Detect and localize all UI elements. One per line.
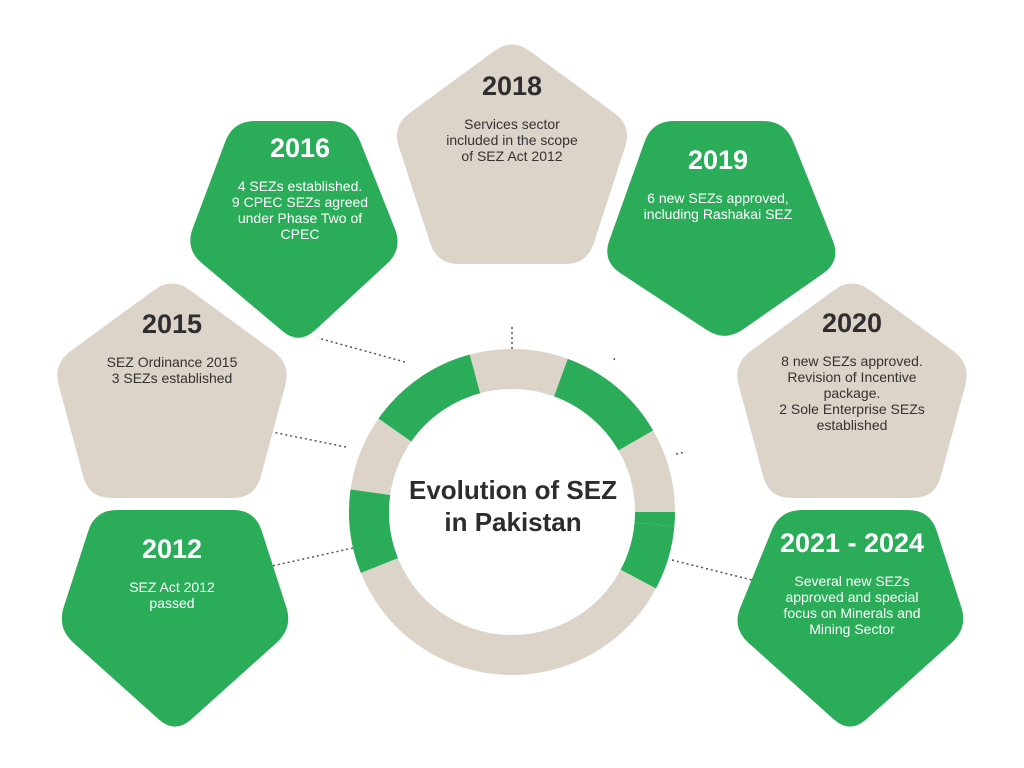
ring-segment — [618, 430, 675, 512]
ring-segment — [620, 522, 675, 589]
milestone-pentagon — [57, 283, 287, 498]
milestone-2018-text: 2018 Services sector included in the sco… — [412, 70, 612, 164]
connector-line — [613, 356, 616, 361]
milestone-2016-text: 2016 4 SEZs established. 9 CPEC SEZs agr… — [200, 132, 400, 242]
milestone-description: 8 new SEZs approved. Revision of Incenti… — [779, 353, 925, 433]
connector-line — [271, 431, 347, 448]
milestone-description: 6 new SEZs approved, including Rashakai … — [643, 190, 793, 222]
connector-line — [671, 559, 753, 581]
milestone-2021-2024-text: 2021 - 2024 Several new SEZs approved an… — [752, 527, 952, 637]
milestone-pentagon — [607, 121, 836, 336]
connector-line — [271, 547, 354, 567]
milestone-description: SEZ Ordinance 2015 3 SEZs established — [106, 354, 238, 386]
milestone-pentagon — [61, 510, 289, 727]
milestone-year: 2015 — [141, 309, 203, 339]
ring-segment — [378, 354, 481, 442]
milestone-year: 2016 — [269, 133, 331, 163]
milestone-description: SEZ Act 2012 passed — [129, 579, 215, 611]
ring-segment — [418, 612, 594, 675]
milestone-pentagon — [737, 510, 964, 727]
ring-segment — [360, 558, 442, 646]
milestone-year: 2019 — [687, 145, 749, 175]
milestone-2012-text: 2012 SEZ Act 2012 passed — [72, 533, 272, 611]
milestone-2015-text: 2015 SEZ Ordinance 2015 3 SEZs establish… — [72, 308, 272, 386]
center-title: Evolution of SEZ in Pakistan — [409, 475, 617, 537]
milestone-year: 2021 - 2024 — [779, 528, 925, 558]
milestone-pentagon — [396, 44, 628, 264]
ring-segment — [573, 569, 656, 654]
milestone-description: 4 SEZs established. 9 CPEC SEZs agreed u… — [231, 178, 369, 242]
milestone-2019-text: 2019 6 new SEZs approved, including Rash… — [618, 144, 818, 222]
milestone-description: Several new SEZs approved and special fo… — [783, 573, 921, 637]
connector-line — [675, 451, 687, 455]
milestone-description: Services sector included in the scope of… — [446, 116, 578, 164]
ring-segment — [634, 512, 675, 527]
ring-segment — [349, 489, 398, 574]
milestone-year: 2020 — [821, 308, 883, 338]
ring-segment — [350, 418, 412, 495]
connector-line — [317, 337, 406, 363]
milestone-year: 2012 — [141, 534, 203, 564]
ring-segment — [554, 358, 654, 451]
milestone-pentagon — [737, 283, 967, 498]
milestone-year: 2018 — [481, 71, 543, 101]
milestone-pentagon — [190, 121, 398, 338]
milestone-2020-text: 2020 8 new SEZs approved. Revision of In… — [752, 307, 952, 433]
ring-segment — [469, 349, 568, 397]
